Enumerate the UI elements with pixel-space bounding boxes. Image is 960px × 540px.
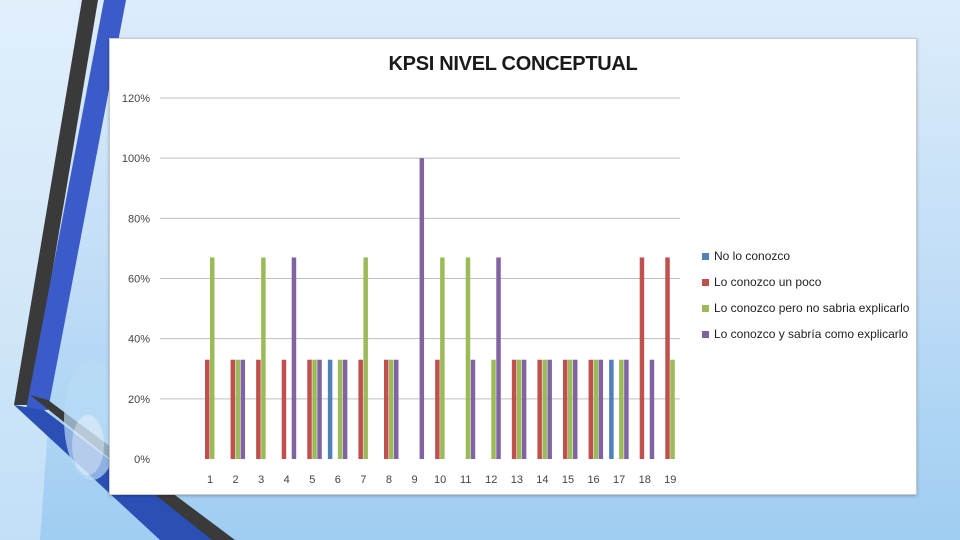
bar bbox=[210, 257, 215, 459]
bar bbox=[317, 359, 322, 459]
bar bbox=[639, 257, 645, 459]
bar bbox=[337, 359, 343, 459]
bar-chart: 0%20%40%60%80%100%120%1 2 3 4 5 6 7 8 9 10 11 12 13 1… bbox=[122, 93, 680, 486]
y-tick-label: 80% bbox=[128, 213, 150, 225]
bar bbox=[593, 359, 599, 459]
bar bbox=[440, 257, 445, 459]
x-tick-label: 3 bbox=[258, 474, 264, 486]
x-tick-label: 16 bbox=[587, 474, 599, 486]
x-tick-label: 4 bbox=[284, 474, 290, 486]
y-tick-label: 100% bbox=[122, 153, 150, 165]
legend-item: No lo conozco bbox=[702, 243, 909, 269]
bar bbox=[521, 359, 527, 459]
y-tick-label: 40% bbox=[128, 334, 150, 346]
bar bbox=[588, 359, 594, 459]
bar bbox=[511, 359, 517, 459]
x-tick-label: 17 bbox=[613, 474, 625, 486]
bar bbox=[230, 359, 236, 459]
legend-item: Lo conozco un poco bbox=[702, 269, 909, 295]
x-tick-label: 19 bbox=[664, 474, 676, 486]
bar bbox=[383, 359, 389, 459]
bar bbox=[312, 359, 317, 459]
bar bbox=[496, 257, 501, 459]
legend-swatch bbox=[702, 330, 709, 338]
bar bbox=[363, 257, 368, 459]
x-tick-label: 14 bbox=[536, 474, 548, 486]
x-tick-label: 7 bbox=[360, 474, 366, 486]
bar bbox=[327, 359, 333, 459]
bar bbox=[358, 359, 363, 459]
chart-panel: KPSI NIVEL CONCEPTUAL 0% 20% 40% 60% 80% 100%… bbox=[109, 38, 917, 495]
bar bbox=[665, 257, 670, 459]
x-tick-label: 5 bbox=[309, 474, 315, 486]
bar bbox=[256, 359, 261, 459]
x-tick-label: 1 bbox=[207, 474, 213, 486]
bar bbox=[465, 257, 471, 459]
bar bbox=[281, 359, 287, 459]
bar bbox=[419, 158, 425, 459]
legend-label: Lo conozco pero no sabria explicarlo bbox=[714, 301, 910, 315]
x-tick-label: 10 bbox=[434, 474, 446, 486]
x-tick-label: 2 bbox=[233, 474, 239, 486]
legend-swatch bbox=[702, 252, 709, 260]
bar bbox=[547, 359, 552, 459]
bar bbox=[562, 359, 568, 459]
bar bbox=[670, 359, 675, 459]
y-tick-label: 120% bbox=[122, 93, 150, 105]
bar bbox=[572, 359, 578, 459]
chart-legend: No lo conozco Lo conozco un poco Lo conozc… bbox=[702, 243, 909, 347]
bar bbox=[342, 359, 348, 459]
bar bbox=[393, 359, 399, 459]
bar bbox=[624, 359, 629, 459]
x-tick-label: 9 bbox=[412, 474, 418, 486]
bar bbox=[435, 359, 440, 459]
x-tick-label: 11 bbox=[460, 474, 471, 486]
bar bbox=[516, 359, 522, 459]
bar bbox=[291, 257, 297, 459]
bar bbox=[307, 359, 312, 459]
legend-label: Lo conozco un poco bbox=[714, 275, 822, 289]
bar bbox=[491, 359, 496, 459]
chart-title: KPSI NIVEL CONCEPTUAL bbox=[388, 53, 638, 75]
bar bbox=[619, 359, 624, 459]
legend-item: Lo conozco y sabría como explicarlo bbox=[702, 321, 909, 347]
bar bbox=[388, 359, 394, 459]
x-tick-label: 12 bbox=[485, 474, 497, 486]
bar bbox=[261, 257, 266, 459]
legend-label: Lo conozco y sabría como explicarlo bbox=[714, 327, 909, 341]
y-tick-label: 60% bbox=[128, 274, 150, 286]
y-tick-label: 20% bbox=[128, 394, 150, 406]
bar bbox=[649, 359, 655, 459]
x-tick-label: 15 bbox=[562, 474, 574, 486]
bar bbox=[470, 359, 476, 459]
y-tick-label: 0% bbox=[134, 454, 150, 466]
legend-swatch bbox=[702, 278, 709, 286]
legend-label: No lo conozco bbox=[714, 249, 791, 263]
bar bbox=[235, 359, 241, 459]
legend-item: Lo conozco pero no sabria explicarlo bbox=[702, 295, 909, 321]
bar bbox=[240, 359, 246, 459]
bar bbox=[542, 359, 547, 459]
x-tick-label: 6 bbox=[335, 474, 341, 486]
bar bbox=[537, 359, 542, 459]
bar bbox=[609, 359, 614, 459]
bar bbox=[205, 359, 210, 459]
x-tick-label: 8 bbox=[386, 474, 392, 486]
x-tick-label: 18 bbox=[639, 474, 651, 486]
x-tick-label: 13 bbox=[511, 474, 523, 486]
legend-swatch bbox=[702, 304, 709, 312]
bar bbox=[598, 359, 604, 459]
bar bbox=[567, 359, 573, 459]
